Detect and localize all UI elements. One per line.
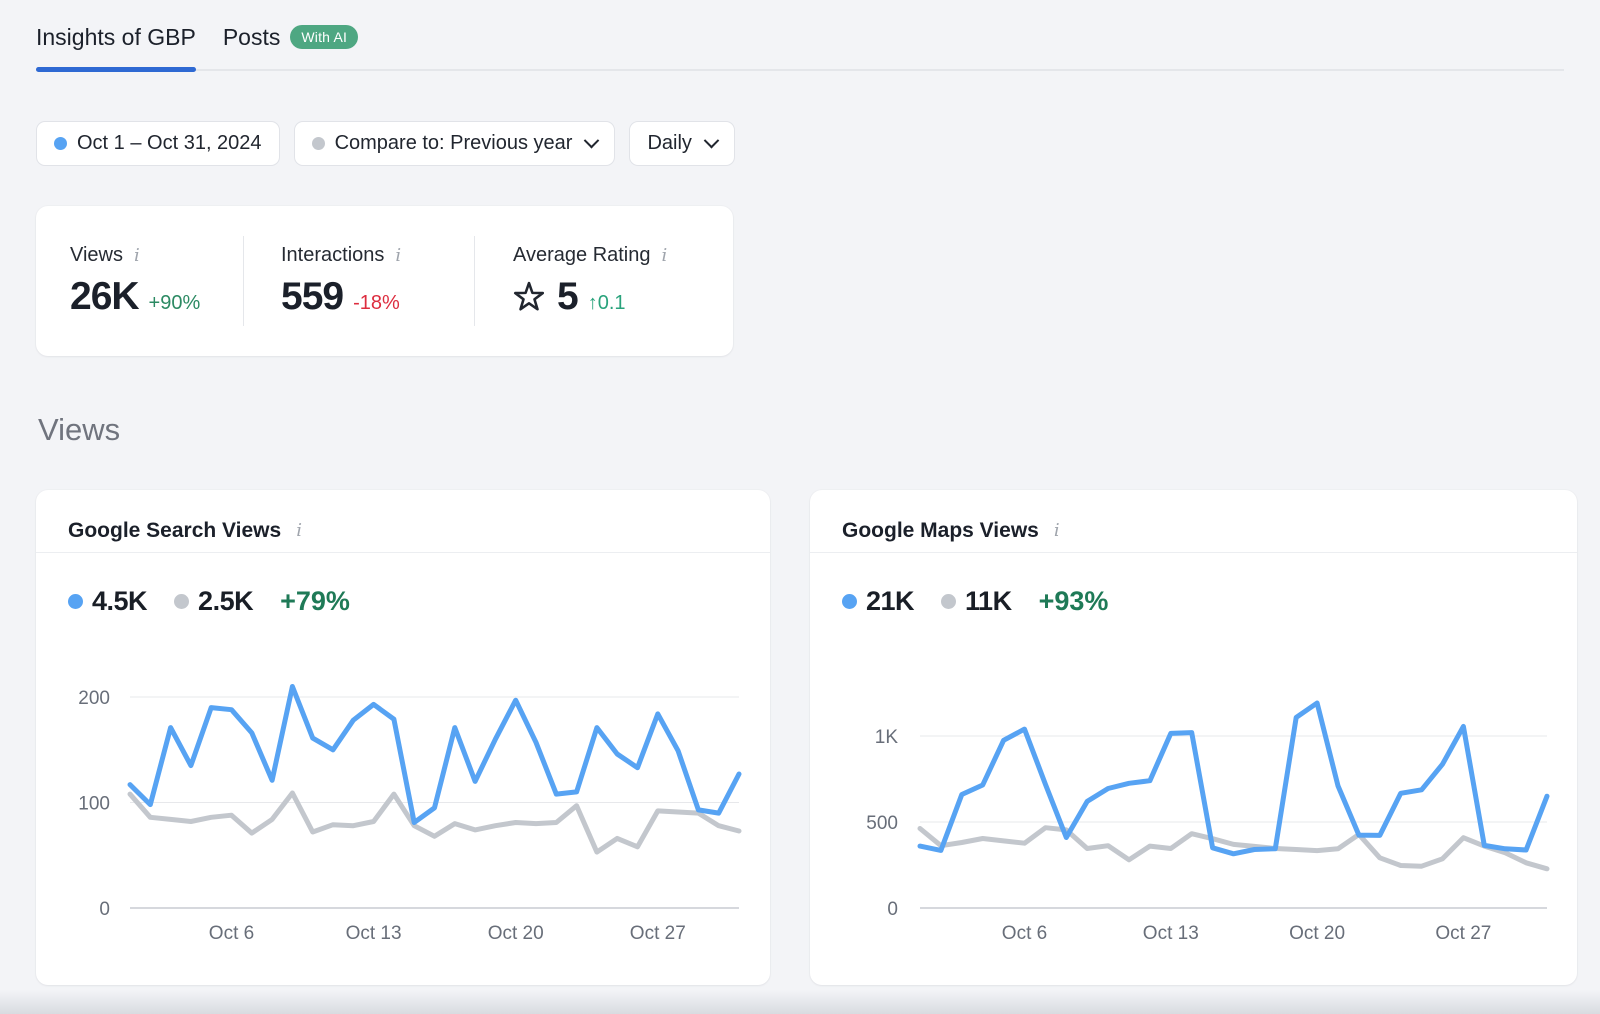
section-title: Views [38,412,121,447]
previous-series-dot-icon [174,594,190,609]
svg-text:Oct 13: Oct 13 [346,923,402,944]
maps-views-line-chart[interactable]: 1K 500 0 Oct 6 Oct 13 Oct 20 Oct 27 [810,640,1577,985]
granularity-label: Daily [647,132,692,154]
info-icon[interactable]: i [661,244,668,266]
chevron-down-icon [703,132,720,149]
svg-text:100: 100 [78,794,110,815]
tab-posts-label: Posts [222,24,281,50]
svg-text:Oct 13: Oct 13 [1143,923,1199,944]
svg-text:Oct 27: Oct 27 [630,923,686,944]
previous-period-dot-icon [311,137,325,150]
tab-insights-of-gbp[interactable]: Insights of GBP [36,18,196,72]
granularity-dropdown[interactable]: Daily [629,121,735,166]
summary-stats-card: Views i 26K +90% Interactions i 559 -18%… [36,206,733,356]
search-views-line-chart[interactable]: 200 100 0 Oct 6 Oct 13 Oct 20 Oct 27 [36,640,770,985]
svg-text:Oct 20: Oct 20 [488,923,544,944]
svg-text:0: 0 [99,899,110,920]
svg-text:200: 200 [78,688,110,709]
previous-series-total: 2.5K [198,586,254,616]
divider [474,236,475,326]
tab-bar: Insights of GBP Posts With AI [36,18,1564,72]
info-icon[interactable]: i [134,244,140,266]
views-stat-delta: +90% [148,291,201,314]
current-series-total: 4.5K [92,586,148,616]
chart-legend: 21K 11K +93% [842,586,1577,617]
tab-insights-label: Insights of GBP [36,24,196,50]
date-range-button[interactable]: Oct 1 – Oct 31, 2024 [36,121,280,166]
with-ai-badge: With AI [290,24,359,49]
change-percent: +93% [1038,586,1109,616]
info-icon[interactable]: i [1053,520,1060,541]
info-icon[interactable]: i [395,244,402,266]
info-icon[interactable]: i [296,520,302,541]
card-title: Google Maps Views [842,518,1039,542]
svg-text:Oct 27: Oct 27 [1435,923,1491,944]
current-period-dot-icon [54,137,67,150]
svg-text:500: 500 [866,813,898,834]
card-header: Google Maps Views i [810,490,1577,553]
chevron-down-icon [584,132,600,149]
views-stat: Views i 26K +90% [36,244,243,319]
svg-text:1K: 1K [875,727,899,748]
views-stat-value: 26K [70,274,140,318]
tab-posts[interactable]: Posts With AI [222,18,359,69]
svg-text:Oct 6: Oct 6 [1002,923,1047,944]
chart-legend: 4.5K 2.5K +79% [68,586,770,617]
previous-series-total: 11K [965,586,1012,616]
rating-stat-label: Average Rating [513,243,651,266]
interactions-stat: Interactions i 559 -18% [244,244,474,319]
filter-bar: Oct 1 – Oct 31, 2024 Compare to: Previou… [36,121,735,166]
divider [243,236,244,326]
star-outline-icon [513,281,545,312]
card-title: Google Search Views [68,518,282,542]
views-stat-label: Views [70,243,123,266]
card-header: Google Search Views i [36,490,770,553]
previous-series-dot-icon [941,594,957,609]
svg-text:Oct 6: Oct 6 [209,923,254,944]
current-series-total: 21K [866,586,915,616]
interactions-stat-delta: -18% [353,291,400,314]
rating-stat-value: 5 [557,274,579,318]
change-percent: +79% [280,586,350,616]
current-series-dot-icon [842,594,857,609]
date-range-label: Oct 1 – Oct 31, 2024 [77,132,262,154]
rating-stat-delta: ↑0.1 [587,291,626,314]
svg-text:Oct 20: Oct 20 [1289,923,1345,944]
google-search-views-card: Google Search Views i 4.5K 2.5K +79% 200… [36,490,770,985]
average-rating-stat: Average Rating i 5 ↑0.1 [475,244,733,319]
compare-to-dropdown[interactable]: Compare to: Previous year [293,121,616,166]
compare-to-label: Compare to: Previous year [334,132,573,154]
svg-text:0: 0 [887,899,898,920]
interactions-stat-label: Interactions [281,243,385,266]
interactions-stat-value: 559 [281,274,344,318]
bottom-page-fade [0,990,1600,1014]
current-series-dot-icon [68,594,83,609]
google-maps-views-card: Google Maps Views i 21K 11K +93% 1K 500 0 O… [810,490,1577,985]
